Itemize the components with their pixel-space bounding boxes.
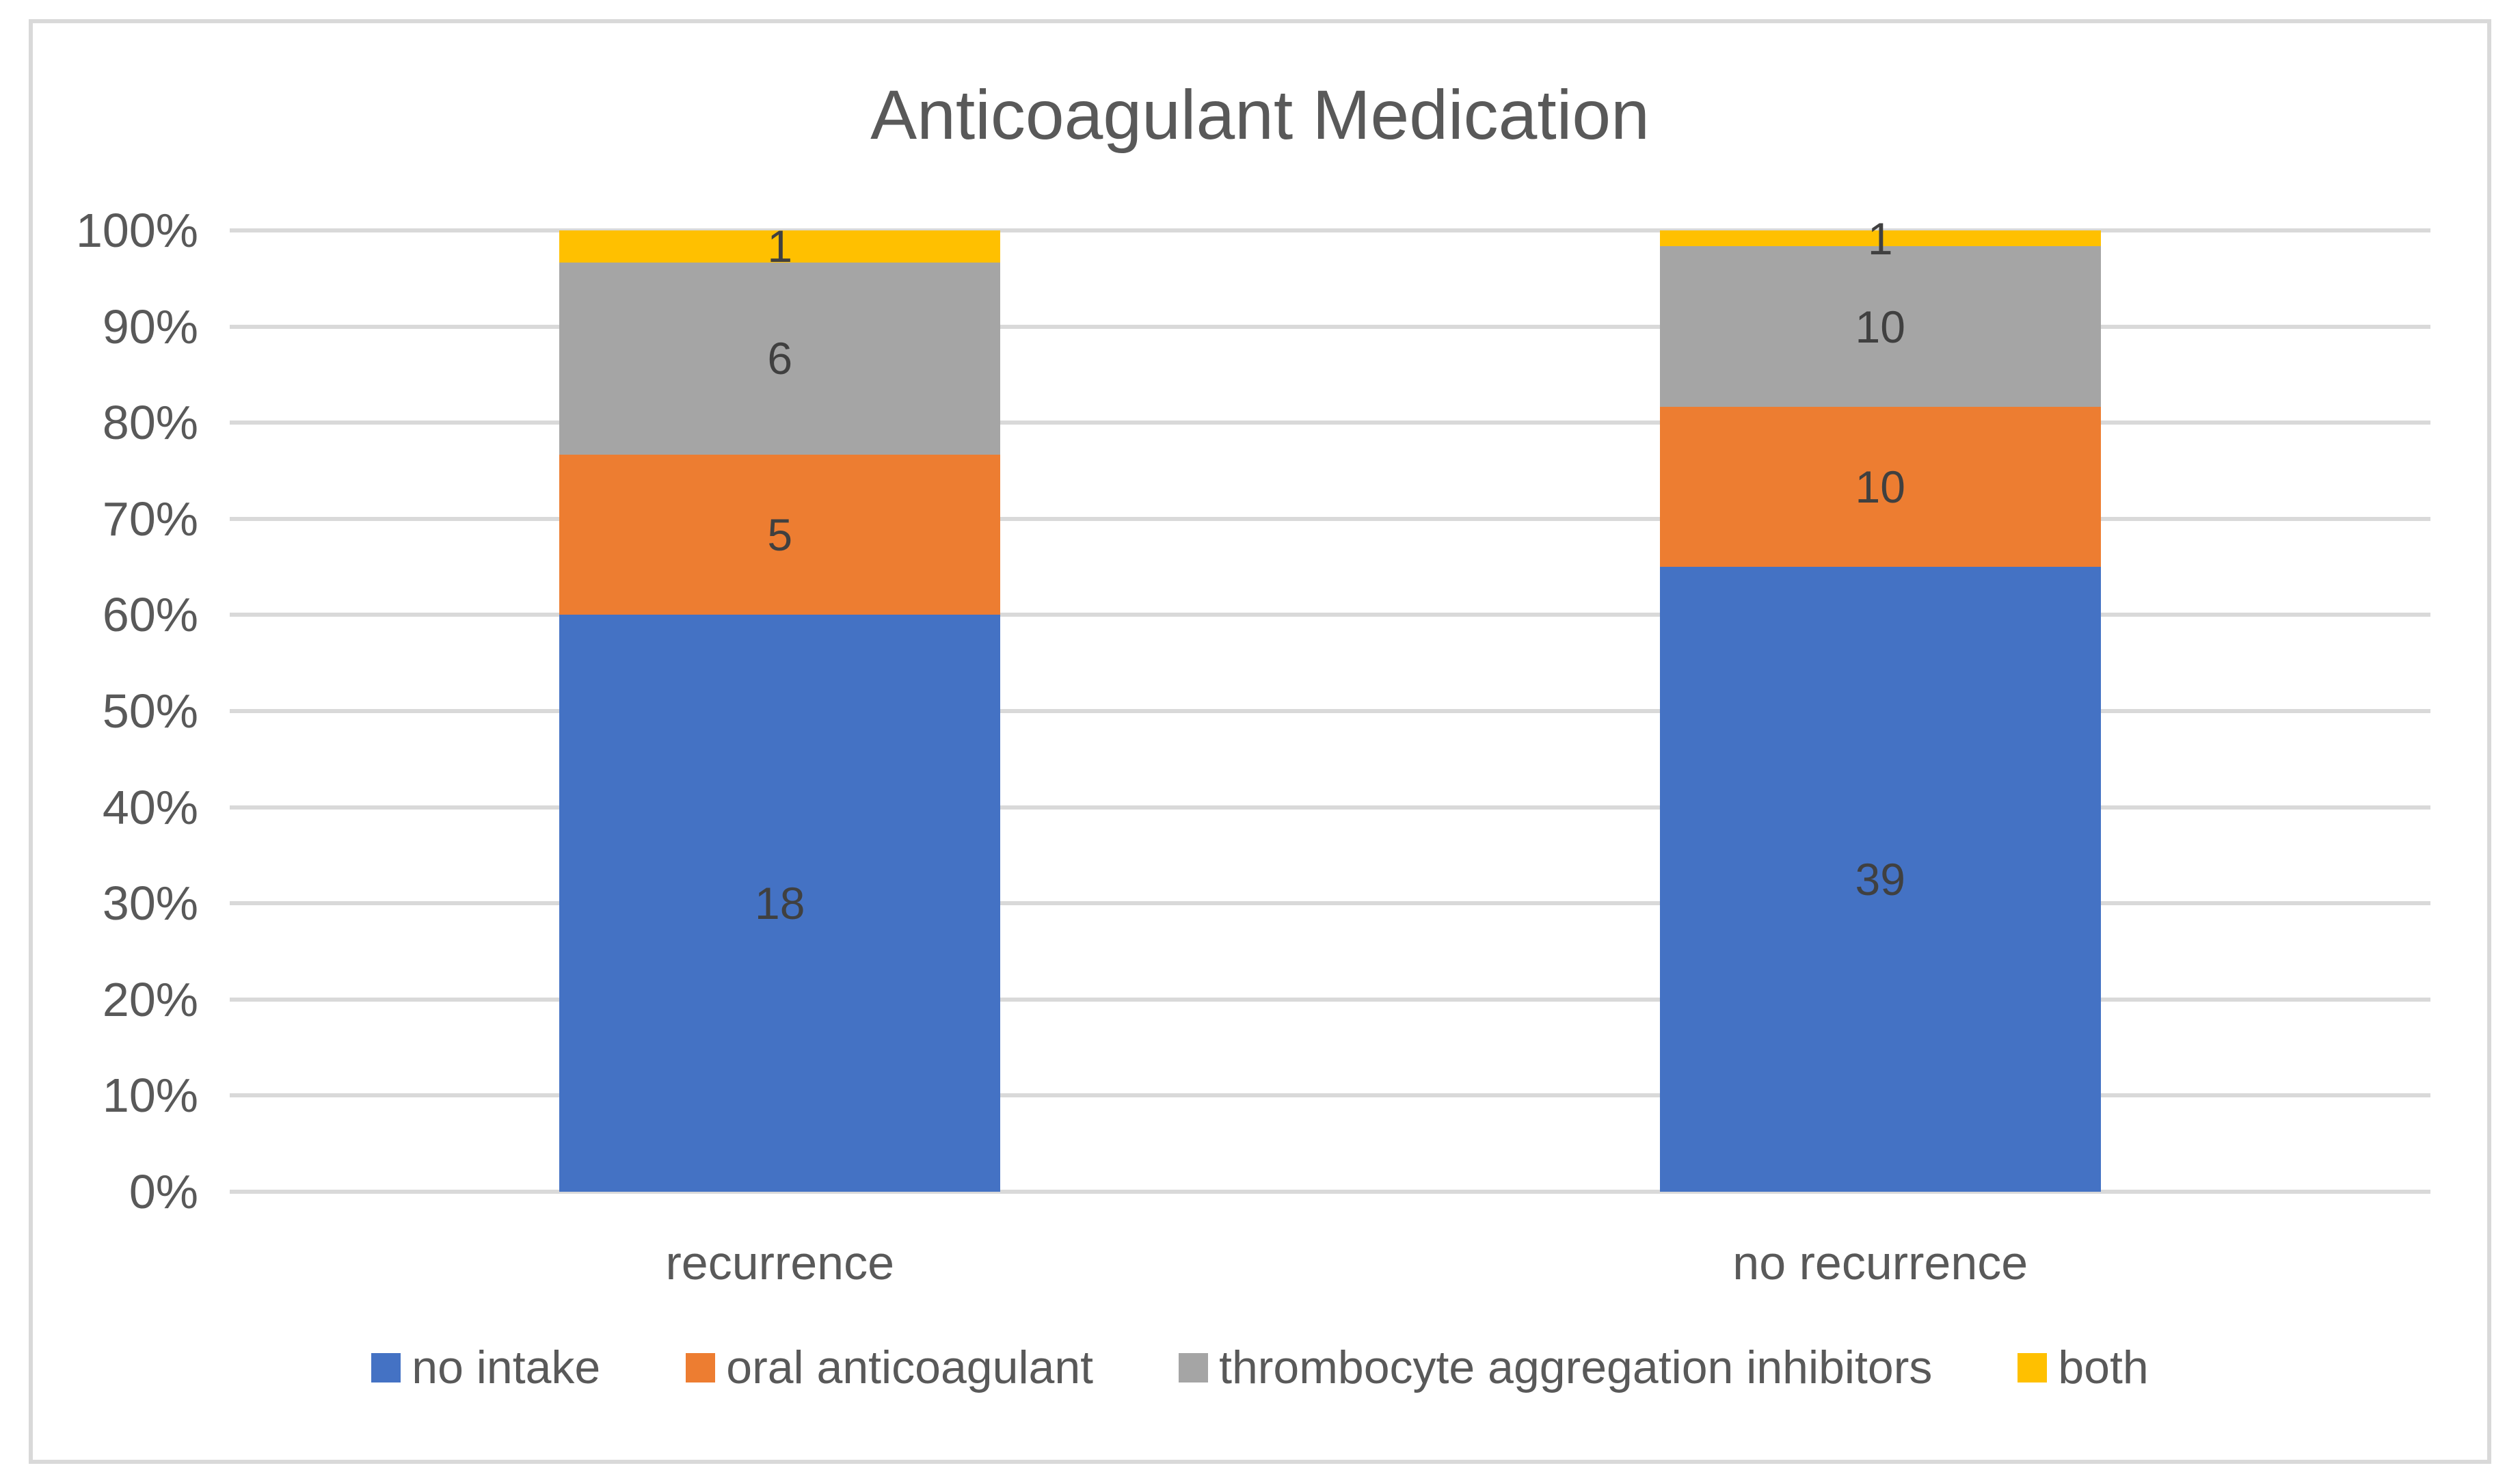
legend-swatch-icon	[2018, 1352, 2048, 1382]
legend-item-no-intake: no intake	[371, 1340, 600, 1395]
legend-swatch-icon	[1179, 1352, 1209, 1382]
legend-label: thrombocyte aggregation inhibitors	[1219, 1341, 1933, 1393]
legend-label: both	[2058, 1341, 2149, 1393]
legend-swatch-icon	[371, 1352, 401, 1382]
legend-swatch-icon	[686, 1352, 716, 1382]
legend-label: oral anticoagulant	[726, 1341, 1094, 1393]
legend-label: no intake	[412, 1341, 601, 1393]
legend: no intake oral anticoagulant thrombocyte a…	[33, 1340, 2487, 1395]
legend-item-thrombocyte-aggregation-inhibitors: thrombocyte aggregation inhibitors	[1179, 1340, 1932, 1395]
chart-frame	[29, 19, 2491, 1464]
legend-item-oral-anticoagulant: oral anticoagulant	[686, 1340, 1093, 1395]
legend-item-both: both	[2018, 1340, 2149, 1395]
chart-title: Anticoagulant Medication	[870, 76, 1650, 154]
